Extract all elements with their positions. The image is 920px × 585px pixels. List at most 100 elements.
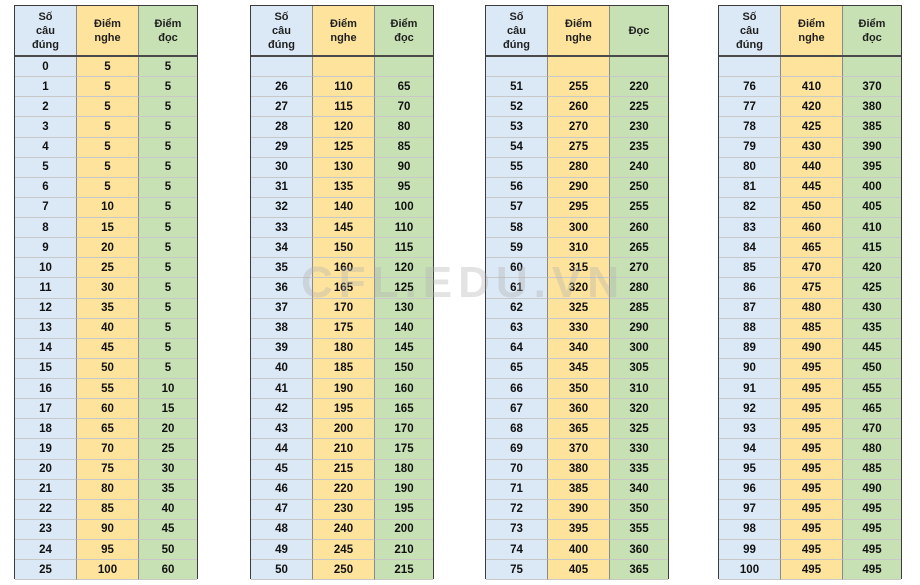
cell-correct-count: 96 [719, 479, 781, 500]
table-row: 53 270 230 [486, 117, 668, 138]
cell-listening-score: 395 [548, 519, 610, 540]
cell-reading-score: 120 [375, 258, 433, 279]
cell-listening-score: 495 [781, 560, 843, 581]
cell-listening-score: 45 [77, 338, 139, 359]
table-row: 48 240 200 [251, 519, 433, 540]
cell-correct-count: 46 [251, 479, 313, 500]
cell-reading-score: 390 [843, 137, 901, 158]
cell-reading-score: 110 [375, 218, 433, 239]
table-row: 93 495 470 [719, 419, 901, 440]
header-correct-count: Số câu đúng [719, 6, 781, 55]
table-row: 27 115 70 [251, 97, 433, 118]
cell-listening-score: 110 [313, 77, 375, 98]
cell-correct-count: 39 [251, 338, 313, 359]
table-row: 40 185 150 [251, 358, 433, 379]
cell-listening-score: 405 [548, 560, 610, 581]
cell-reading-score: 170 [375, 419, 433, 440]
cell-listening-score: 255 [548, 77, 610, 98]
header-correct-count: Số câu đúng [251, 6, 313, 55]
cell-listening-score: 485 [781, 318, 843, 339]
table-row: 47 230 195 [251, 499, 433, 520]
cell-reading-score: 310 [610, 379, 668, 400]
cell-reading-score [610, 57, 668, 78]
cell-listening-score: 420 [781, 97, 843, 118]
table-row: 30 130 90 [251, 157, 433, 178]
cell-listening-score: 160 [313, 258, 375, 279]
cell-listening-score: 25 [77, 258, 139, 279]
cell-reading-score: 145 [375, 338, 433, 359]
cell-listening-score: 385 [548, 479, 610, 500]
cell-correct-count: 3 [15, 117, 77, 138]
table-row: 76 410 370 [719, 77, 901, 98]
cell-correct-count: 44 [251, 439, 313, 460]
cell-reading-score: 140 [375, 318, 433, 339]
cell-listening-score: 130 [313, 157, 375, 178]
cell-listening-score: 5 [77, 157, 139, 178]
table-header: Số câu đúng Điểm nghe Điểm đọc [251, 6, 433, 57]
cell-listening-score: 220 [313, 479, 375, 500]
table-row: 16 55 10 [15, 379, 197, 400]
cell-reading-score: 5 [139, 97, 197, 118]
cell-correct-count: 88 [719, 318, 781, 339]
cell-reading-score: 290 [610, 318, 668, 339]
table-row: 19 70 25 [15, 439, 197, 460]
cell-reading-score: 430 [843, 298, 901, 319]
cell-listening-score: 150 [313, 238, 375, 259]
table-row: 65 345 305 [486, 358, 668, 379]
cell-listening-score [548, 57, 610, 78]
cell-correct-count: 59 [486, 238, 548, 259]
table-row: 91 495 455 [719, 379, 901, 400]
cell-reading-score: 260 [610, 218, 668, 239]
cell-reading-score: 35 [139, 479, 197, 500]
cell-correct-count: 1 [15, 77, 77, 98]
cell-listening-score: 340 [548, 338, 610, 359]
cell-listening-score: 475 [781, 278, 843, 299]
table-row: 85 470 420 [719, 258, 901, 279]
cell-reading-score: 495 [843, 519, 901, 540]
cell-correct-count: 35 [251, 258, 313, 279]
cell-correct-count: 41 [251, 379, 313, 400]
cell-reading-score: 50 [139, 540, 197, 561]
cell-listening-score: 250 [313, 560, 375, 581]
cell-listening-score: 270 [548, 117, 610, 138]
cell-listening-score: 345 [548, 358, 610, 379]
cell-listening-score: 30 [77, 278, 139, 299]
cell-listening-score [781, 57, 843, 78]
cell-reading-score: 280 [610, 278, 668, 299]
cell-correct-count: 74 [486, 540, 548, 561]
table-row: 90 495 450 [719, 358, 901, 379]
table-row: 73 395 355 [486, 519, 668, 540]
cell-reading-score: 230 [610, 117, 668, 138]
table-row: 17 60 15 [15, 399, 197, 420]
table-row: 32 140 100 [251, 197, 433, 218]
cell-correct-count: 69 [486, 439, 548, 460]
cell-correct-count: 92 [719, 399, 781, 420]
cell-listening-score: 240 [313, 519, 375, 540]
cell-reading-score: 325 [610, 419, 668, 440]
cell-listening-score: 410 [781, 77, 843, 98]
table-row: 25 100 60 [15, 560, 197, 581]
cell-listening-score: 125 [313, 137, 375, 158]
header-correct-count: Số câu đúng [486, 6, 548, 55]
cell-reading-score: 480 [843, 439, 901, 460]
table-row: 94 495 480 [719, 439, 901, 460]
cell-correct-count: 77 [719, 97, 781, 118]
cell-correct-count: 66 [486, 379, 548, 400]
table-row: 64 340 300 [486, 338, 668, 359]
table-row: 87 480 430 [719, 298, 901, 319]
cell-listening-score: 5 [77, 97, 139, 118]
cell-correct-count: 51 [486, 77, 548, 98]
table-row: 12 35 5 [15, 298, 197, 319]
cell-reading-score: 420 [843, 258, 901, 279]
cell-listening-score: 300 [548, 218, 610, 239]
table-row: 14 45 5 [15, 338, 197, 359]
cell-reading-score [375, 57, 433, 78]
score-table-3: Số câu đúng Điểm nghe Đọc 51 255 220 52 260 225 5… [485, 5, 669, 581]
cell-correct-count: 30 [251, 157, 313, 178]
table-row: 13 40 5 [15, 318, 197, 339]
cell-listening-score: 350 [548, 379, 610, 400]
cell-correct-count: 40 [251, 358, 313, 379]
cell-correct-count: 87 [719, 298, 781, 319]
cell-correct-count: 65 [486, 358, 548, 379]
